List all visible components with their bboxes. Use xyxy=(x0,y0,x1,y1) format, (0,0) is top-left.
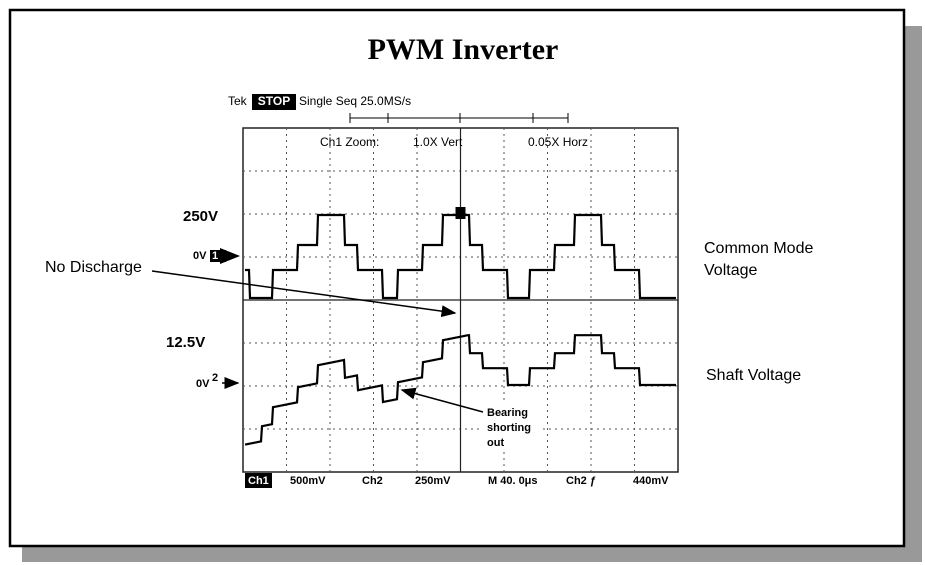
scope-screen xyxy=(242,127,679,473)
ch2-scale: 12.5V xyxy=(166,334,205,351)
scope-footer: Ch1 500mV Ch2 250mV M 40. 0μs Ch2 ƒ 440mV xyxy=(248,475,669,487)
common-mode-1: Common Mode xyxy=(704,240,813,257)
ch2-marker: 2 xyxy=(212,372,218,384)
ch1-scale: 250V xyxy=(183,208,218,225)
zoom-label: Ch1 Zoom: xyxy=(320,135,379,149)
bearing-bg xyxy=(483,403,541,451)
shaft-voltage-trace xyxy=(244,334,676,446)
footer-field: 250mV xyxy=(415,475,451,487)
ch1-badge xyxy=(245,473,272,488)
state: STOP xyxy=(258,94,290,108)
footer-field: Ch2 ƒ xyxy=(566,475,596,487)
zoom-bracket xyxy=(349,113,569,123)
ch2-zero: 0V xyxy=(196,378,210,390)
common-mode-trace xyxy=(245,213,676,300)
footer-field: Ch2 xyxy=(362,475,383,487)
bearing-1: Bearing xyxy=(487,407,528,419)
ch1-zero: 0V xyxy=(193,250,207,262)
brand: Tek xyxy=(228,94,248,108)
stop-badge xyxy=(252,94,296,110)
no-discharge: No Discharge xyxy=(45,259,142,276)
title: PWM Inverter xyxy=(368,33,559,66)
ch1-marker: 1 xyxy=(212,250,218,262)
common-mode-2: Voltage xyxy=(704,262,757,279)
shaft-voltage: Shaft Voltage xyxy=(706,367,801,384)
bearing-arrow xyxy=(400,387,484,413)
zoom-horz: 0.05X Horz xyxy=(528,135,588,149)
mode: Single Seq 25.0MS/s xyxy=(299,94,411,108)
zoom-vert: 1.0X Vert xyxy=(413,135,463,149)
bearing-3: out xyxy=(487,437,504,449)
trigger-mark xyxy=(455,207,466,219)
footer-field: 500mV xyxy=(290,475,326,487)
footer-field: 440mV xyxy=(633,475,669,487)
footer-field: Ch1 xyxy=(248,475,269,487)
footer-field: M 40. 0μs xyxy=(488,475,538,487)
no-discharge-arrow xyxy=(151,270,457,318)
bearing-2: shorting xyxy=(487,422,531,434)
